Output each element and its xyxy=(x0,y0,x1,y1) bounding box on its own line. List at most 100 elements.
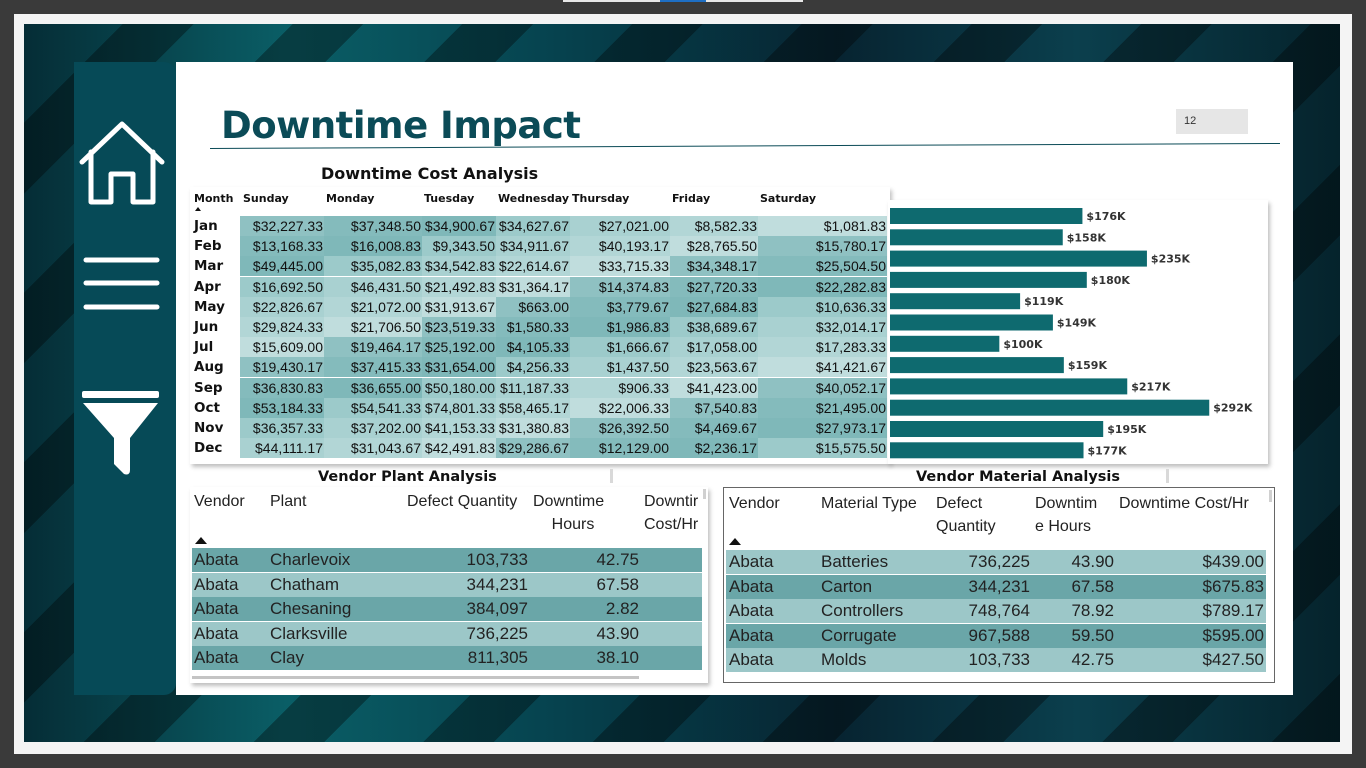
bar-jun[interactable] xyxy=(890,314,1053,331)
vm-cell-defect: 344,231 xyxy=(968,576,1030,596)
vm-cell-vendor: Abata xyxy=(729,601,774,621)
month-sort-arrow-icon[interactable] xyxy=(195,207,201,211)
menu-icon[interactable] xyxy=(83,257,160,310)
page-slicer[interactable]: 12 xyxy=(1176,109,1248,134)
matrix-cell: $34,348.17 xyxy=(670,256,758,277)
vm-header-hours[interactable]: e Hours xyxy=(1035,518,1092,535)
vp-header-hours[interactable]: Hours xyxy=(551,516,595,533)
vp-header-defect-quantity[interactable]: Defect Quantity xyxy=(407,493,518,510)
bar-oct[interactable] xyxy=(890,399,1210,416)
matrix-row: Jul $15,609.00 $19,464.17 $25,192.00 $4,105.… xyxy=(190,337,890,358)
matrix-month-label: Jul xyxy=(194,339,214,356)
vm-header-downtime-cost-per-hr[interactable]: Downtime Cost/Hr xyxy=(1119,495,1249,512)
bar-data-label: $217K xyxy=(1131,380,1171,393)
table-row[interactable] xyxy=(726,599,1266,624)
matrix-header-monday[interactable]: Monday xyxy=(326,192,375,205)
matrix-header-month[interactable]: Month xyxy=(194,192,234,205)
vm-header-vendor[interactable]: Vendor xyxy=(729,495,780,512)
vp-header-cost-per-hr[interactable]: Cost/Hr xyxy=(644,516,699,533)
section-separator xyxy=(610,469,613,483)
vp-cell-defect: 736,225 xyxy=(466,623,528,643)
vm-cell-material: Controllers xyxy=(821,601,904,621)
matrix-cell: $23,519.33 xyxy=(422,317,496,337)
bar-data-label: $158K xyxy=(1067,231,1107,244)
matrix-header-sunday[interactable]: Sunday xyxy=(243,192,289,205)
vp-cell-plant: Chatham xyxy=(270,574,339,594)
matrix-cell: $8,582.33 xyxy=(670,216,758,236)
table-row[interactable] xyxy=(192,597,702,622)
bar-may[interactable] xyxy=(890,293,1021,310)
matrix-cell: $38,689.67 xyxy=(670,317,758,337)
matrix-header-thursday[interactable]: Thursday xyxy=(572,192,630,205)
matrix-month-label: May xyxy=(194,298,225,315)
table-row[interactable] xyxy=(726,550,1266,574)
vm-header-quantity[interactable]: Quantity xyxy=(936,518,996,535)
matrix-header-saturday[interactable]: Saturday xyxy=(760,192,816,205)
vp-cell-hours: 67.58 xyxy=(596,574,639,594)
matrix-header-wednesday[interactable]: Wednesday xyxy=(498,192,570,205)
bar-aug[interactable] xyxy=(890,357,1064,374)
matrix-cell: $36,655.00 xyxy=(324,377,422,398)
table-row[interactable] xyxy=(192,548,702,572)
nav-sidebar xyxy=(74,62,176,695)
vp-sort-arrow-icon[interactable] xyxy=(195,537,207,544)
matrix-cell: $27,684.83 xyxy=(670,296,758,317)
vp-header-vendor[interactable]: Vendor xyxy=(194,493,245,510)
bar-nov[interactable] xyxy=(890,421,1104,437)
vm-cell-defect: 967,588 xyxy=(968,625,1030,645)
matrix-cell: $31,654.00 xyxy=(422,357,496,378)
vm-header-defect[interactable]: Defect xyxy=(936,495,983,512)
matrix-cell: $22,006.33 xyxy=(570,397,670,418)
vm-sort-arrow-icon[interactable] xyxy=(729,538,741,545)
vp-horizontal-scrollbar[interactable] xyxy=(192,676,639,679)
matrix-cell: $33,715.33 xyxy=(570,256,670,277)
bar-jul[interactable] xyxy=(890,335,1000,352)
vp-header-downtime-cost[interactable]: Downtir xyxy=(644,493,699,510)
matrix-cell: $19,430.17 xyxy=(240,357,324,378)
matrix-month-label: Dec xyxy=(194,440,223,457)
matrix-cell: $32,014.17 xyxy=(758,317,887,337)
bar-data-label: $159K xyxy=(1068,359,1108,372)
home-icon[interactable] xyxy=(79,121,165,205)
bar-feb[interactable] xyxy=(890,229,1063,246)
table-row[interactable] xyxy=(726,648,1266,673)
matrix-cell: $22,282.83 xyxy=(758,276,887,297)
vm-header-downtime[interactable]: Downtim xyxy=(1035,495,1098,512)
table-row[interactable] xyxy=(192,621,702,646)
bar-data-label: $100K xyxy=(1003,338,1043,351)
vm-header-material-type[interactable]: Material Type xyxy=(821,495,917,512)
table-row[interactable] xyxy=(726,623,1266,648)
vm-cell-cost: $595.00 xyxy=(1202,625,1264,645)
table-row[interactable] xyxy=(192,572,702,597)
matrix-header-tuesday[interactable]: Tuesday xyxy=(424,192,475,205)
matrix-month-label: Sep xyxy=(194,379,223,396)
vp-cell-plant: Clarksville xyxy=(270,623,348,643)
bar-dec[interactable] xyxy=(890,442,1084,459)
matrix-cell: $21,492.83 xyxy=(422,276,496,297)
bar-apr[interactable] xyxy=(890,271,1087,288)
bar-sep[interactable] xyxy=(890,378,1128,395)
filter-icon[interactable] xyxy=(82,391,159,475)
vm-cell-cost: $789.17 xyxy=(1202,601,1264,621)
vm-cell-vendor: Abata xyxy=(729,552,774,571)
matrix-row: Jun $29,824.33 $21,706.50 $23,519.33 $1,580.… xyxy=(190,317,890,337)
matrix-cell: $26,392.50 xyxy=(570,418,670,438)
matrix-header-friday[interactable]: Friday xyxy=(672,192,711,205)
table-row[interactable] xyxy=(192,646,702,671)
matrix-cell: $49,445.00 xyxy=(240,256,324,277)
matrix-cell: $31,364.17 xyxy=(496,276,570,297)
vm-vertical-scrollbar[interactable] xyxy=(1269,490,1272,502)
vp-header-plant[interactable]: Plant xyxy=(270,493,307,510)
matrix-cell: $27,720.33 xyxy=(670,276,758,297)
table-row[interactable] xyxy=(726,574,1266,599)
matrix-cell: $27,021.00 xyxy=(570,216,670,236)
bar-chart-svg: $176K $158K $235K $180K $119K $149K $100K $159K… xyxy=(890,208,1253,459)
bar-mar[interactable] xyxy=(890,250,1147,267)
matrix-cell: $22,614.67 xyxy=(496,256,570,277)
bar-jan[interactable] xyxy=(890,208,1083,224)
vp-header-downtime[interactable]: Downtime xyxy=(533,493,605,510)
matrix-row: Jan $32,227.33 $37,348.50 $34,900.67 $34,627… xyxy=(190,216,890,236)
matrix-cell: $906.33 xyxy=(570,377,670,398)
vp-vertical-scrollbar[interactable] xyxy=(703,489,706,499)
matrix-cell: $41,153.33 xyxy=(422,418,496,438)
